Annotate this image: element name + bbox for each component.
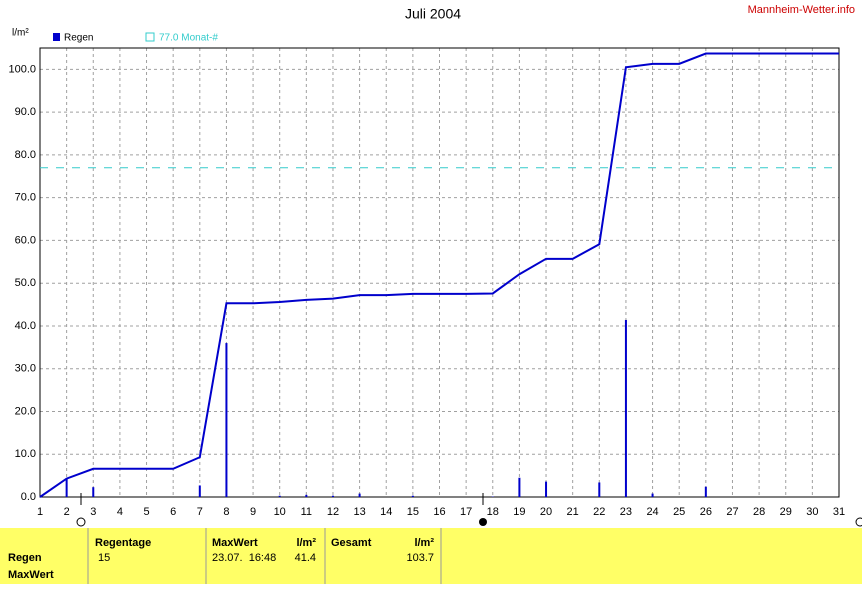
x-tick-label: 2 bbox=[64, 506, 70, 518]
x-tick-label: 12 bbox=[327, 506, 339, 518]
x-tick-label: 7 bbox=[197, 506, 203, 518]
bar bbox=[705, 487, 707, 497]
bar bbox=[518, 478, 520, 497]
y-tick-label: 90.0 bbox=[15, 106, 36, 118]
x-tick-label: 3 bbox=[90, 506, 96, 518]
x-tick-label: 4 bbox=[117, 506, 123, 518]
legend-swatch bbox=[146, 33, 154, 41]
y-tick-label: 70.0 bbox=[15, 192, 36, 204]
x-tick-label: 9 bbox=[250, 506, 256, 518]
x-tick-label: 24 bbox=[646, 506, 658, 518]
legend-label: Regen bbox=[64, 33, 93, 44]
header: l/m² bbox=[296, 537, 316, 549]
x-tick-label: 17 bbox=[460, 506, 472, 518]
chart-title: Juli 2004 bbox=[405, 6, 461, 22]
bar bbox=[305, 495, 307, 497]
y-tick-label: 80.0 bbox=[15, 149, 36, 161]
x-tick-label: 5 bbox=[143, 506, 149, 518]
y-tick-label: 60.0 bbox=[15, 234, 36, 246]
x-tick-label: 1 bbox=[37, 506, 43, 518]
x-tick-label: 14 bbox=[380, 506, 392, 518]
x-tick-label: 21 bbox=[567, 506, 579, 518]
bar bbox=[545, 482, 547, 497]
cell: 103.7 bbox=[406, 552, 434, 564]
x-tick-label: 30 bbox=[806, 506, 818, 518]
y-tick-label: 50.0 bbox=[15, 277, 36, 289]
source: Mannheim-Wetter.info bbox=[748, 4, 855, 16]
x-tick-label: 28 bbox=[753, 506, 765, 518]
x-tick-label: 22 bbox=[593, 506, 605, 518]
x-tick-label: 13 bbox=[353, 506, 365, 518]
summary-panel: Regen MaxWert Regentage 15 MaxWert l/m² … bbox=[0, 528, 862, 584]
x-tick-label: 18 bbox=[487, 506, 499, 518]
y-tick-label: 10.0 bbox=[15, 448, 36, 460]
bar bbox=[412, 496, 414, 497]
cell: 15 bbox=[98, 552, 110, 564]
bar bbox=[225, 343, 227, 497]
x-tick-label: 31 bbox=[833, 506, 845, 518]
row-label: Regen bbox=[8, 552, 42, 564]
bar bbox=[92, 487, 94, 497]
marker bbox=[479, 518, 487, 526]
header: MaxWert bbox=[212, 537, 258, 549]
x-tick-label: 11 bbox=[301, 506, 312, 518]
bar bbox=[199, 485, 201, 497]
bar bbox=[279, 496, 281, 497]
x-tick-label: 26 bbox=[700, 506, 712, 518]
y-tick-label: 100.0 bbox=[8, 63, 36, 75]
legend-swatch bbox=[53, 33, 60, 41]
bar bbox=[332, 496, 334, 497]
cell: 23.07. 16:48 bbox=[212, 552, 276, 564]
bar bbox=[652, 494, 654, 497]
x-tick-label: 6 bbox=[170, 506, 176, 518]
x-tick-label: 19 bbox=[513, 506, 525, 518]
bar bbox=[66, 479, 68, 497]
x-tick-label: 25 bbox=[673, 506, 685, 518]
bar bbox=[598, 482, 600, 497]
x-tick-label: 23 bbox=[620, 506, 632, 518]
x-tick-label: 8 bbox=[223, 506, 229, 518]
x-tick-label: 16 bbox=[433, 506, 445, 518]
y-tick-label: 30.0 bbox=[15, 363, 36, 375]
y-tick-label: 0.0 bbox=[21, 491, 36, 503]
row-label: MaxWert bbox=[8, 569, 54, 581]
y-tick-label: 20.0 bbox=[15, 405, 36, 417]
x-tick-label: 10 bbox=[274, 506, 286, 518]
x-tick-label: 29 bbox=[780, 506, 792, 518]
x-tick-label: 27 bbox=[726, 506, 738, 518]
y-tick-label: 40.0 bbox=[15, 320, 36, 332]
header: l/m² bbox=[414, 537, 434, 549]
x-tick-label: 20 bbox=[540, 506, 552, 518]
legend-label: 77.0 Monat-# bbox=[159, 33, 218, 44]
marker bbox=[856, 518, 862, 526]
header: Gesamt bbox=[331, 537, 372, 549]
cell: 41.4 bbox=[295, 552, 316, 564]
x-tick-label: 15 bbox=[407, 506, 419, 518]
bar bbox=[625, 320, 627, 497]
marker bbox=[77, 518, 85, 526]
bar bbox=[359, 494, 361, 497]
y-unit: l/m² bbox=[12, 28, 29, 39]
header: Regentage bbox=[95, 537, 151, 549]
